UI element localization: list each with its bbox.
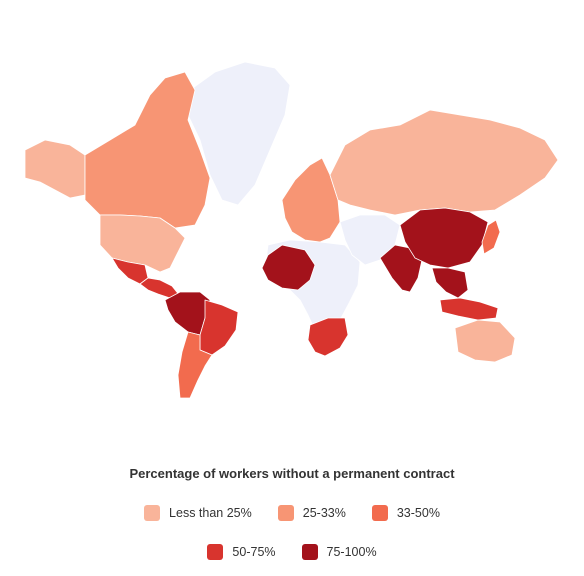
region-south-america-south[interactable] — [177, 331, 213, 399]
legend-item-75-100[interactable]: 75-100% — [301, 544, 377, 560]
legend-swatch — [301, 544, 318, 560]
legend-label: 50-75% — [232, 545, 276, 559]
region-russia[interactable] — [329, 109, 559, 216]
legend-swatch — [371, 505, 388, 521]
legend-label: Less than 25% — [169, 506, 252, 520]
region-southern-africa[interactable] — [307, 317, 349, 357]
region-canada[interactable] — [84, 71, 211, 229]
legend-row-2: 50-75% 75-100% — [0, 544, 584, 560]
region-china[interactable] — [399, 207, 489, 269]
legend-swatch — [277, 505, 294, 521]
region-west-africa[interactable] — [261, 244, 316, 291]
region-brazil[interactable] — [199, 299, 239, 356]
legend-label: 33-50% — [396, 506, 440, 520]
region-japan[interactable] — [481, 219, 501, 255]
legend-item-25-33[interactable]: 25-33% — [277, 505, 346, 521]
region-australia[interactable] — [454, 319, 516, 363]
region-india[interactable] — [379, 244, 423, 293]
legend-item-33-50[interactable]: 33-50% — [371, 505, 440, 521]
region-indonesia[interactable] — [439, 297, 499, 321]
region-southeast-asia[interactable] — [431, 267, 469, 299]
legend-label: 75-100% — [326, 545, 377, 559]
legend-title: Percentage of workers without a permanen… — [129, 466, 455, 481]
legend-swatch — [207, 544, 224, 560]
region-europe[interactable] — [281, 157, 341, 243]
region-greenland[interactable] — [187, 61, 291, 206]
region-alaska[interactable] — [24, 139, 86, 199]
world-map — [24, 61, 559, 399]
legend-swatch — [144, 505, 161, 521]
legend-item-less-than-25[interactable]: Less than 25% — [144, 505, 252, 521]
legend-label: 25-33% — [302, 506, 346, 520]
legend-item-50-75[interactable]: 50-75% — [207, 544, 276, 560]
legend-row-1: Less than 25% 25-33% 33-50% — [0, 505, 584, 521]
